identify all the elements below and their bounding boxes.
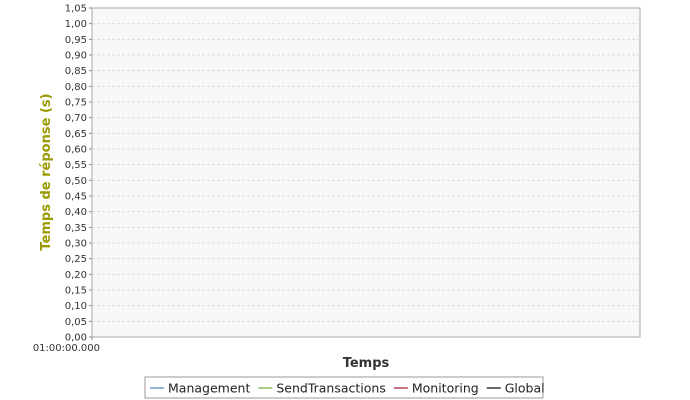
- y-tick-label: 0,00: [65, 333, 87, 344]
- y-tick-label: 0,30: [65, 239, 87, 250]
- y-tick-label: 0,40: [65, 207, 87, 218]
- legend-label: Global: [505, 381, 545, 396]
- legend: Management SendTransactions Monitoring Glob…: [150, 381, 545, 396]
- y-tick-label: 1,05: [65, 4, 87, 15]
- y-tick-label: 1,00: [65, 19, 87, 30]
- y-tick-label: 0,20: [65, 270, 87, 281]
- y-axis-ticks: 0,00 0,05 0,10 0,15 0,20 0,25 0,30 0,35 0,40 0,45…: [65, 4, 92, 344]
- y-tick-label: 0,90: [65, 51, 87, 62]
- legend-box: [144, 376, 544, 399]
- y-tick-label: 0,70: [65, 113, 87, 124]
- y-tick-label: 0,15: [65, 286, 87, 297]
- x-axis-title: Temps: [343, 356, 390, 371]
- y-tick-label: 0,35: [65, 223, 87, 234]
- y-axis-title: Temps de réponse (s): [39, 93, 54, 250]
- x-tick-label: 01:00:00.000: [33, 343, 100, 354]
- legend-label: Monitoring: [412, 381, 479, 396]
- y-tick-label: 0,45: [65, 192, 87, 203]
- y-tick-label: 0,55: [65, 160, 87, 171]
- y-tick-label: 0,65: [65, 129, 87, 140]
- y-tick-label: 0,05: [65, 317, 87, 328]
- y-tick-label: 0,85: [65, 66, 87, 77]
- y-tick-label: 0,10: [65, 301, 87, 312]
- y-tick-label: 0,50: [65, 176, 87, 187]
- legend-label: SendTransactions: [276, 381, 386, 396]
- x-axis-ticks: 01:00:00.000: [33, 337, 100, 354]
- plot-area: [91, 7, 641, 338]
- y-tick-label: 0,95: [65, 35, 87, 46]
- y-tick-label: 0,75: [65, 98, 87, 109]
- y-tick-label: 0,80: [65, 82, 87, 93]
- grid-lines: [92, 23, 640, 322]
- y-tick-label: 0,25: [65, 254, 87, 265]
- y-tick-label: 0,60: [65, 145, 87, 156]
- legend-label: Management: [168, 381, 250, 396]
